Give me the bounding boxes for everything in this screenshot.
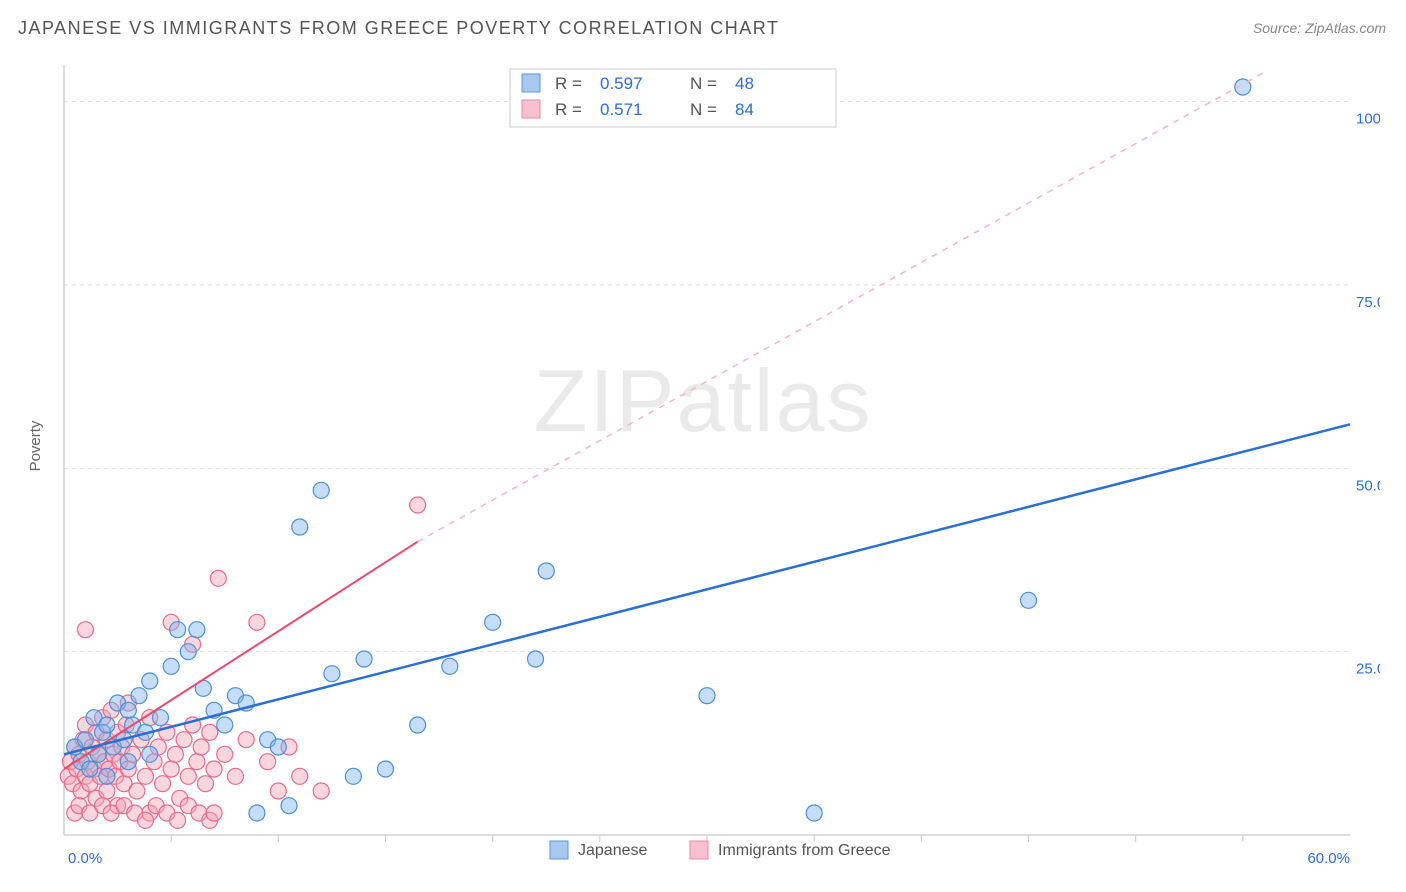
scatter-point	[1021, 592, 1037, 608]
scatter-point	[410, 717, 426, 733]
scatter-point	[270, 739, 286, 755]
scatter-point	[142, 746, 158, 762]
scatter-point	[197, 776, 213, 792]
stat-r-label: R =	[555, 74, 582, 93]
stat-r-value: 0.597	[600, 74, 643, 93]
legend-swatch	[550, 841, 568, 859]
scatter-point	[485, 614, 501, 630]
stat-swatch	[522, 100, 540, 118]
scatter-point	[699, 688, 715, 704]
chart-title: JAPANESE VS IMMIGRANTS FROM GREECE POVER…	[18, 18, 779, 39]
scatter-point	[99, 717, 115, 733]
scatter-point	[217, 717, 233, 733]
scatter-point	[249, 614, 265, 630]
scatter-point	[806, 805, 822, 821]
scatter-point	[238, 732, 254, 748]
scatter-point	[167, 746, 183, 762]
scatter-point	[170, 622, 186, 638]
scatter-chart: 25.0% 50.0% 75.0% 100.0% 0.0% 60.0% R = 0.597 N …	[50, 55, 1380, 870]
scatter-point	[378, 761, 394, 777]
scatter-point	[356, 651, 372, 667]
scatter-point	[189, 754, 205, 770]
scatter-point	[324, 666, 340, 682]
scatter-point	[538, 563, 554, 579]
scatter-point	[206, 805, 222, 821]
scatter-point	[313, 783, 329, 799]
y-tick-label: 75.0%	[1356, 294, 1380, 311]
stat-n-value: 48	[735, 74, 754, 93]
trend-line-pink-dashed	[418, 72, 1265, 541]
scatter-point	[155, 776, 171, 792]
legend-label: Immigrants from Greece	[718, 842, 891, 859]
scatter-point	[227, 768, 243, 784]
scatter-point	[163, 761, 179, 777]
scatter-point	[180, 644, 196, 660]
stat-r-value: 0.571	[600, 100, 643, 119]
scatter-point	[131, 688, 147, 704]
stat-n-label: N =	[690, 100, 717, 119]
scatter-point	[176, 732, 192, 748]
x-tick-label: 0.0%	[68, 850, 102, 867]
scatter-point	[249, 805, 265, 821]
scatter-point	[82, 761, 98, 777]
y-tick-label: 50.0%	[1356, 477, 1380, 494]
scatter-point	[120, 702, 136, 718]
scatter-point	[99, 768, 115, 784]
scatter-point	[210, 570, 226, 586]
scatter-point	[180, 768, 196, 784]
legend-label: Japanese	[578, 842, 647, 859]
scatter-point	[206, 761, 222, 777]
scatter-point	[281, 798, 297, 814]
scatter-point	[129, 783, 145, 799]
stat-n-value: 84	[735, 100, 754, 119]
scatter-point	[189, 622, 205, 638]
y-tick-label: 25.0%	[1356, 661, 1380, 678]
scatter-point	[137, 768, 153, 784]
scatter-point	[217, 746, 233, 762]
scatter-point	[99, 783, 115, 799]
scatter-point	[270, 783, 286, 799]
source-credit: Source: ZipAtlas.com	[1253, 20, 1386, 36]
x-tick-label: 60.0%	[1307, 850, 1350, 867]
legend-swatch	[690, 841, 708, 859]
stat-r-label: R =	[555, 100, 582, 119]
scatter-point	[313, 482, 329, 498]
scatter-point	[202, 724, 218, 740]
scatter-point	[77, 732, 93, 748]
trend-line-blue	[64, 424, 1350, 754]
scatter-point	[77, 622, 93, 638]
scatter-point	[528, 651, 544, 667]
scatter-point	[193, 739, 209, 755]
scatter-point	[120, 754, 136, 770]
scatter-point	[142, 673, 158, 689]
stat-n-label: N =	[690, 74, 717, 93]
scatter-point	[163, 658, 179, 674]
scatter-point	[90, 746, 106, 762]
scatter-point	[152, 710, 168, 726]
scatter-point	[292, 768, 308, 784]
scatter-point	[260, 754, 276, 770]
scatter-point	[170, 812, 186, 828]
y-axis-label: Poverty	[27, 421, 44, 472]
y-tick-label: 100.0%	[1356, 111, 1380, 128]
scatter-point	[442, 658, 458, 674]
scatter-point	[292, 519, 308, 535]
scatter-point	[410, 497, 426, 513]
scatter-point	[137, 812, 153, 828]
stat-swatch	[522, 74, 540, 92]
scatter-point	[345, 768, 361, 784]
